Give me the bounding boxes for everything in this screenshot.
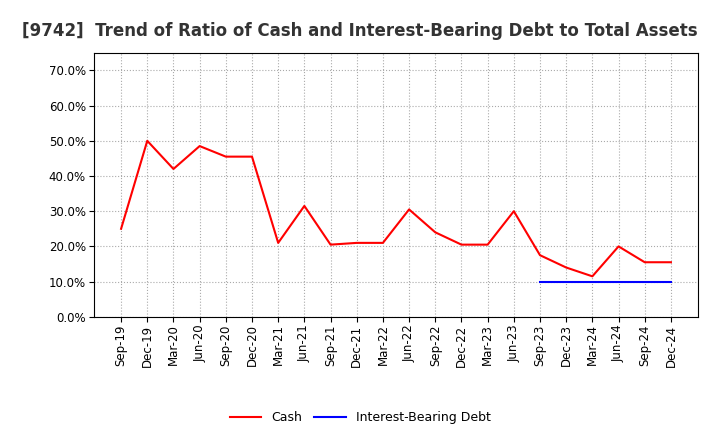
Cash [117, 226, 125, 231]
Interest-Bearing Debt [562, 280, 570, 285]
Cash [562, 265, 570, 270]
Cash [326, 242, 335, 247]
Cash [457, 242, 466, 247]
Legend: Cash, Interest-Bearing Debt: Cash, Interest-Bearing Debt [225, 407, 495, 429]
Cash [588, 274, 597, 279]
Line: Cash: Cash [121, 141, 671, 276]
Cash [143, 138, 152, 143]
Interest-Bearing Debt [614, 280, 623, 285]
Cash [405, 207, 413, 212]
Cash [640, 260, 649, 265]
Cash [379, 240, 387, 246]
Cash [300, 203, 309, 209]
Interest-Bearing Debt [667, 280, 675, 285]
Cash [195, 143, 204, 149]
Cash [222, 154, 230, 159]
Cash [483, 242, 492, 247]
Cash [274, 240, 282, 246]
Interest-Bearing Debt [588, 280, 597, 285]
Text: [9742]  Trend of Ratio of Cash and Interest-Bearing Debt to Total Assets: [9742] Trend of Ratio of Cash and Intere… [22, 22, 698, 40]
Cash [352, 240, 361, 246]
Cash [614, 244, 623, 249]
Cash [667, 260, 675, 265]
Interest-Bearing Debt [640, 280, 649, 285]
Cash [510, 209, 518, 214]
Cash [431, 230, 440, 235]
Cash [536, 253, 544, 258]
Interest-Bearing Debt [536, 280, 544, 285]
Cash [169, 166, 178, 172]
Cash [248, 154, 256, 159]
